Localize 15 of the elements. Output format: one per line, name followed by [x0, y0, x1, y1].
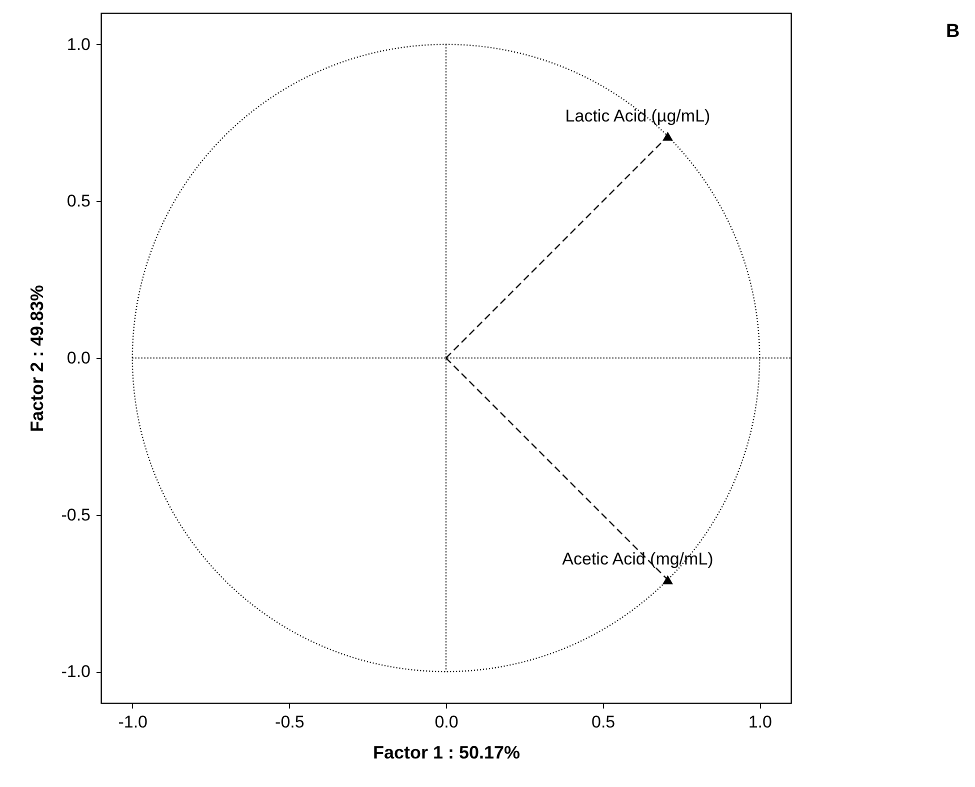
x-tick-label: 0.0 — [434, 712, 458, 732]
y-tick-label: 1.0 — [66, 34, 90, 54]
x-axis-title: Factor 1 : 50.17% — [372, 742, 520, 762]
y-tick-label: 0.0 — [66, 348, 90, 368]
y-tick-label: -1.0 — [61, 662, 90, 682]
y-tick-label: 0.5 — [66, 192, 90, 211]
x-tick-label: -0.5 — [275, 712, 304, 732]
x-tick-label: 0.5 — [592, 712, 616, 732]
annotation: Acetic Acid (mg/mL) — [562, 550, 714, 569]
x-tick-label: -1.0 — [118, 712, 148, 732]
text: B — [946, 21, 960, 42]
y-tick-label: -0.5 — [61, 505, 90, 524]
annotation: Lactic Acid (µg/mL) — [565, 106, 710, 126]
y-axis-title: Factor 2 : 49.83% — [27, 284, 48, 432]
x-tick-label: 1.0 — [748, 712, 772, 732]
